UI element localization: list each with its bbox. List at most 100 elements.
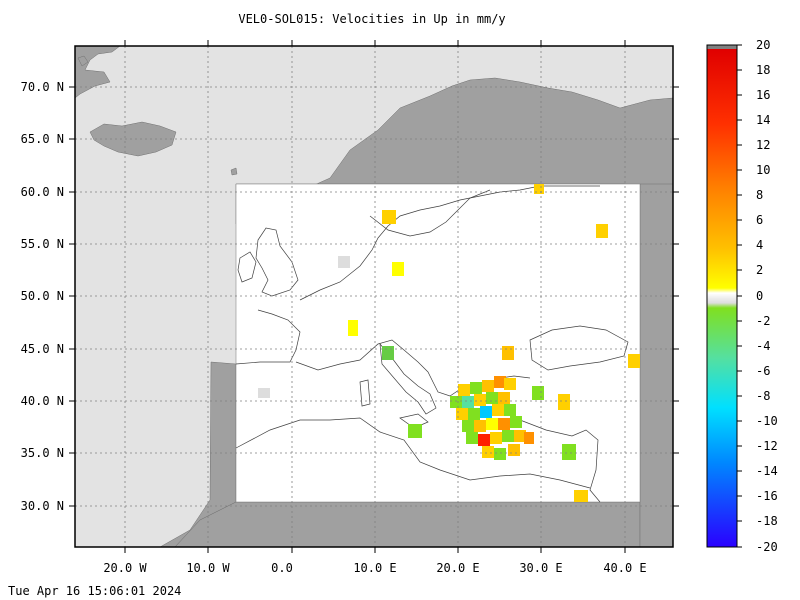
velocity-marker <box>486 392 498 404</box>
velocity-marker <box>458 384 470 396</box>
velocity-marker <box>480 406 492 418</box>
colorbar-label: -10 <box>756 414 778 428</box>
colorbar-label: 14 <box>756 113 771 127</box>
colorbar-label: 18 <box>756 63 771 77</box>
velocity-marker <box>462 420 474 432</box>
colorbar-label: 20 <box>756 38 771 52</box>
velocity-marker <box>502 430 514 442</box>
lon-label: 20.0 E <box>436 561 480 575</box>
coastline-france <box>235 309 301 365</box>
lat-label: 40.0 N <box>20 394 64 408</box>
africa-land <box>174 501 641 548</box>
colorbar-label: -2 <box>756 314 771 328</box>
velocity-marker <box>482 380 494 392</box>
colorbar-label: 2 <box>756 263 764 277</box>
coastline-great-britain <box>255 227 299 297</box>
velocity-marker <box>338 256 350 268</box>
colorbar-label: -8 <box>756 389 771 403</box>
velocity-marker <box>382 346 394 360</box>
colorbar-label: 10 <box>756 163 771 177</box>
colorbar-label: 12 <box>756 138 771 152</box>
velocity-marker <box>504 404 516 416</box>
velocity-marker <box>628 354 640 368</box>
grid-lines <box>75 46 673 547</box>
lon-label: 20.0 W <box>103 561 147 575</box>
colorbar-ticks <box>737 44 742 548</box>
colorbar-label: -14 <box>756 464 778 478</box>
lat-label: 30.0 N <box>20 499 64 513</box>
greenland-island <box>77 55 89 67</box>
velocity-marker <box>456 408 468 420</box>
colorbar-label: -12 <box>756 439 778 453</box>
velocity-marker <box>502 346 514 360</box>
coastline-europe <box>299 185 600 301</box>
velocity-marker <box>474 420 486 432</box>
lon-label: 40.0 E <box>603 561 647 575</box>
lat-label: 65.0 N <box>20 132 64 146</box>
colorbar-label: -4 <box>756 339 771 353</box>
colorbar-label: -18 <box>756 514 778 528</box>
velocity-marker <box>498 392 510 404</box>
velocity-marker <box>504 378 516 390</box>
velocity-marker <box>558 394 570 410</box>
velocity-marker <box>498 418 510 430</box>
colorbar-label: -6 <box>756 364 771 378</box>
lat-label: 50.0 N <box>20 289 64 303</box>
coastlines <box>235 185 629 503</box>
colorbar-label: 16 <box>756 88 771 102</box>
plot-title: VEL0-SOL015: Velocities in Up in mm/y <box>238 12 506 26</box>
lat-label: 45.0 N <box>20 342 64 356</box>
lon-label: 10.0 E <box>353 561 397 575</box>
velocity-marker <box>466 432 478 444</box>
coastline-turkey <box>519 419 601 503</box>
velocity-marker <box>468 408 480 420</box>
colorbar-label: 0 <box>756 289 764 303</box>
coastline-black-sea <box>529 325 629 371</box>
lat-label: 70.0 N <box>20 80 64 94</box>
colorbar-label: 4 <box>756 238 764 252</box>
velocity-marker <box>534 184 544 194</box>
lat-label: 35.0 N <box>20 446 64 460</box>
colorbar-gradient <box>707 49 737 547</box>
colorbar-label: -16 <box>756 489 778 503</box>
velocity-marker <box>478 434 490 446</box>
colorbar-top-cap <box>707 45 737 49</box>
data-coverage-area <box>235 183 641 503</box>
coastline-ireland <box>237 251 257 283</box>
velocity-marker <box>524 432 534 444</box>
velocity-marker <box>408 424 422 438</box>
velocity-marker <box>492 404 504 416</box>
velocity-marker <box>392 262 404 276</box>
lat-label: 55.0 N <box>20 237 64 251</box>
velocity-marker <box>486 418 498 430</box>
velocity-marker <box>462 396 474 408</box>
velocity-marker <box>482 446 494 458</box>
velocity-marker <box>470 382 482 394</box>
timestamp: Tue Apr 16 15:06:01 2024 <box>8 584 182 598</box>
lat-label: 60.0 N <box>20 185 64 199</box>
coastline-baltic <box>369 189 491 237</box>
velocity-marker <box>258 388 270 398</box>
velocity-marker <box>508 444 520 456</box>
velocity-marker <box>532 386 544 400</box>
lon-label: 0.0 <box>271 561 293 575</box>
velocity-marker <box>510 416 522 428</box>
velocity-marker <box>450 396 462 408</box>
colorbar-label: 8 <box>756 188 764 202</box>
colorbar-label: 6 <box>756 213 764 227</box>
colorbar-label: -20 <box>756 540 778 554</box>
velocity-marker <box>574 490 588 502</box>
velocity-marker <box>490 432 502 444</box>
lon-label: 30.0 E <box>519 561 563 575</box>
lon-label: 10.0 W <box>186 561 230 575</box>
velocity-marker <box>494 376 506 388</box>
velocity-marker <box>596 224 608 238</box>
velocity-marker <box>514 430 526 442</box>
velocity-marker <box>348 320 358 336</box>
velocity-marker <box>562 444 576 460</box>
velocity-marker <box>474 394 486 406</box>
iceland-land <box>89 121 177 157</box>
velocity-marker <box>382 210 396 224</box>
coastline-north-africa <box>235 417 591 489</box>
